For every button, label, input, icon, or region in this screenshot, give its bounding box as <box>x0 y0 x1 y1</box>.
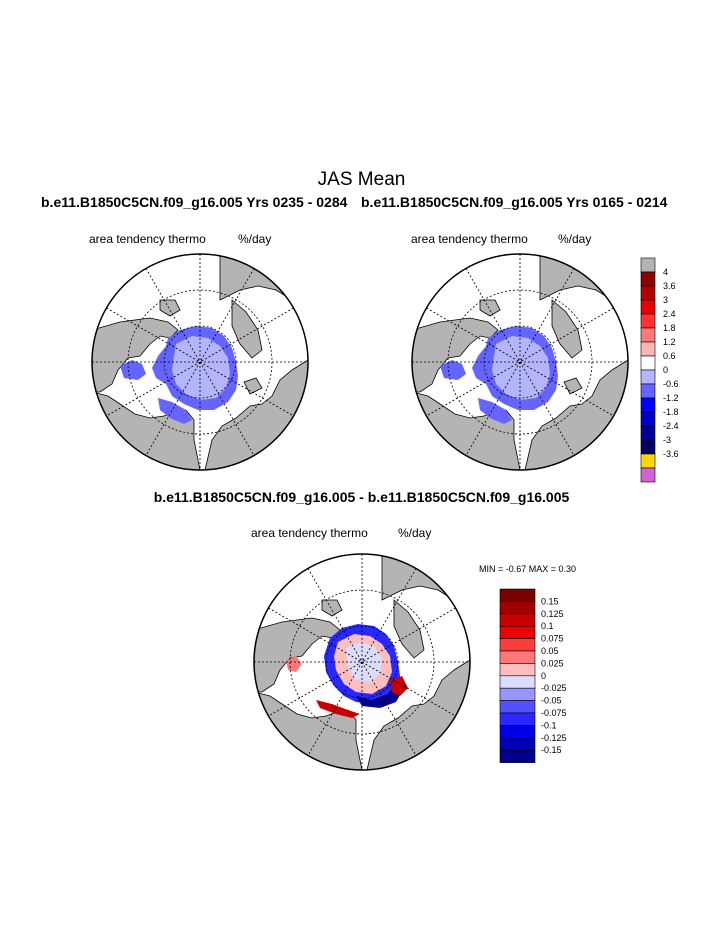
colorbar-tick-label: -3 <box>663 435 671 445</box>
colorbar-tick-label: 0.1 <box>541 621 554 631</box>
colorbar-tick-label: -0.6 <box>663 379 679 389</box>
colorbar-tick-label: 0.025 <box>541 658 564 668</box>
colorbar-swatch <box>499 601 536 615</box>
colorbar-swatch <box>640 425 656 441</box>
left-panel-field-label: area tendency thermo <box>89 232 206 246</box>
colorbar-tick-label: -1.8 <box>663 407 679 417</box>
colorbar-tick-label: -0.15 <box>541 745 562 755</box>
colorbar-tick-label: -3.6 <box>663 449 679 459</box>
colorbar-swatch <box>640 369 656 385</box>
colorbar-swatch <box>640 271 656 287</box>
colorbar-tick-label: 0.05 <box>541 646 559 656</box>
colorbar-swatch <box>499 700 536 714</box>
colorbar-swatch <box>640 257 656 273</box>
colorbar-swatch <box>499 638 536 652</box>
colorbar-swatch <box>640 467 656 483</box>
colorbar-swatch <box>640 341 656 357</box>
colorbar-swatch <box>499 687 536 701</box>
colorbar-tick-label: 0.075 <box>541 634 564 644</box>
colorbar-tick-label: -0.1 <box>541 720 557 730</box>
colorbar-tick-label: 3 <box>663 295 668 305</box>
difference-polar-map <box>253 553 471 771</box>
right-panel-units-label: %/day <box>558 232 592 246</box>
colorbar-swatch <box>640 453 656 469</box>
colorbar-swatch <box>499 650 536 664</box>
map-border <box>253 553 471 771</box>
colorbar-tick-label: -0.05 <box>541 696 562 706</box>
graticule <box>92 254 308 470</box>
colorbar-swatch <box>640 327 656 343</box>
left-panel-case-title: b.e11.B1850C5CN.f09_g16.005 Yrs 0235 - 0… <box>41 194 348 210</box>
colorbar-swatch <box>499 712 536 726</box>
top-colorbar: 4 3.6 3 2.4 1.8 1.2 0.6 0 -0.6 -1.2 -1.8 -2.4 -3 -3.6 <box>640 257 679 483</box>
colorbar-swatch <box>499 737 536 751</box>
colorbar-swatch <box>640 285 656 301</box>
right-polar-map <box>411 253 629 471</box>
colorbar-tick-label: -0.075 <box>541 708 567 718</box>
colorbar-swatch <box>640 411 656 427</box>
colorbar-tick-label: 1.2 <box>663 337 676 347</box>
graticule <box>412 254 628 470</box>
colorbar-swatch <box>640 397 656 413</box>
colorbar-swatch <box>640 383 656 399</box>
diff-panel-field-label: area tendency thermo <box>251 526 368 540</box>
colorbar-tick-label: 0.125 <box>541 609 564 619</box>
colorbar-tick-label: 0.15 <box>541 596 559 606</box>
colorbar-tick-label: 2.4 <box>663 309 676 319</box>
colorbar-tick-label: 1.8 <box>663 323 676 333</box>
left-panel-units-label: %/day <box>238 232 272 246</box>
colorbar-tick-label: -0.125 <box>541 733 567 743</box>
colorbar-swatch <box>640 313 656 329</box>
colorbar-swatch <box>499 663 536 677</box>
colorbar-tick-label: 0.6 <box>663 351 676 361</box>
colorbar-tick-label: -2.4 <box>663 421 679 431</box>
diff-panel-case-title: b.e11.B1850C5CN.f09_g16.005 - b.e11.B185… <box>153 489 570 505</box>
figure-title: JAS Mean <box>317 169 406 190</box>
right-panel-case-title: b.e11.B1850C5CN.f09_g16.005 Yrs 0165 - 0… <box>361 194 668 210</box>
colorbar-swatch <box>499 613 536 627</box>
colorbar-swatch <box>640 355 656 371</box>
diff-min-max-label: MIN = -0.67 MAX = 0.30 <box>479 564 577 574</box>
colorbar-tick-label: 0 <box>541 671 546 681</box>
right-panel-field-label: area tendency thermo <box>411 232 528 246</box>
colorbar-swatch <box>499 725 536 739</box>
colorbar-swatch <box>640 299 656 315</box>
diff-panel-units-label: %/day <box>398 526 432 540</box>
colorbar-swatch <box>499 675 536 689</box>
colorbar-swatch <box>499 588 536 602</box>
colorbar-tick-label: -0.025 <box>541 683 567 693</box>
map-border <box>411 253 629 471</box>
left-polar-map <box>91 253 309 471</box>
colorbar-swatch <box>640 439 656 455</box>
colorbar-tick-label: 4 <box>663 267 668 277</box>
colorbar-tick-label: 0 <box>663 365 668 375</box>
colorbar-swatch <box>499 625 536 639</box>
colorbar-swatch <box>499 749 536 763</box>
colorbar-tick-label: -1.2 <box>663 393 679 403</box>
map-border <box>91 253 309 471</box>
colorbar-tick-label: 3.6 <box>663 281 676 291</box>
difference-colorbar: 0.15 0.125 0.1 0.075 0.05 0.025 0 -0.025 -0.05 -0… <box>499 588 567 763</box>
graticule <box>254 554 470 770</box>
